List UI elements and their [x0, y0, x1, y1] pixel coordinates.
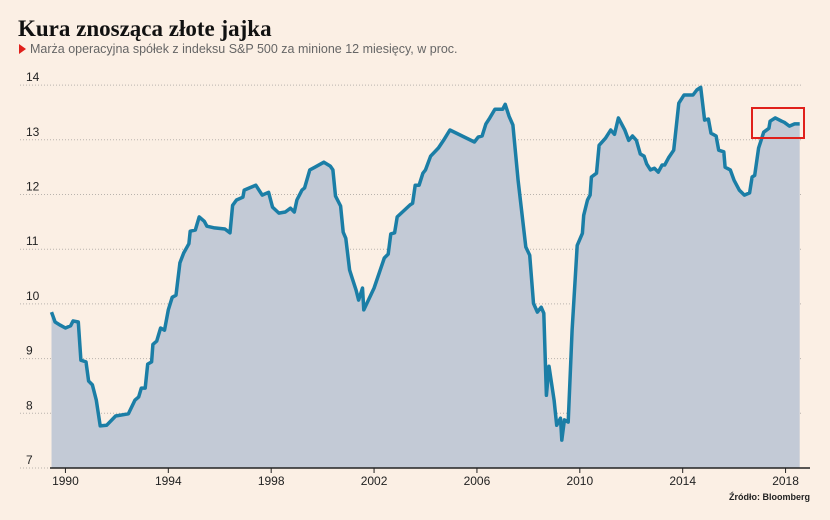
x-tick-label: 1994: [155, 474, 182, 488]
x-tick-label: 1990: [52, 474, 79, 488]
x-tick-label: 1998: [258, 474, 285, 488]
highlight-box: [751, 107, 805, 139]
plot: 7 8 9 10 11 12 13 14 1990 1994 1998 2002 2006 2010 201…: [20, 70, 810, 488]
source: Źródło: Bloomberg: [729, 492, 810, 502]
y-tick-label: 9: [26, 344, 33, 358]
x-tick-label: 2010: [566, 474, 593, 488]
y-tick-label: 10: [26, 289, 40, 303]
y-tick-label: 12: [26, 180, 40, 194]
y-tick-label: 13: [26, 125, 40, 139]
x-tick-label: 2002: [361, 474, 388, 488]
y-tick-label: 8: [26, 398, 33, 412]
area: [51, 87, 800, 469]
line: [49, 85, 800, 442]
y-tick-label: 11: [26, 234, 39, 248]
x-tick-label: 2006: [464, 474, 491, 488]
subtitle-marker: [19, 44, 26, 54]
x-tick-label: 2014: [669, 474, 696, 488]
chart-subtitle: Marża operacyjna spółek z indeksu S&P 50…: [30, 42, 458, 56]
x-tick-label: 2018: [772, 474, 799, 488]
chart-title: Kura znosząca złote jajka: [18, 16, 272, 41]
y-tick-label: 14: [26, 70, 40, 84]
y-tick-label: 7: [26, 453, 33, 467]
